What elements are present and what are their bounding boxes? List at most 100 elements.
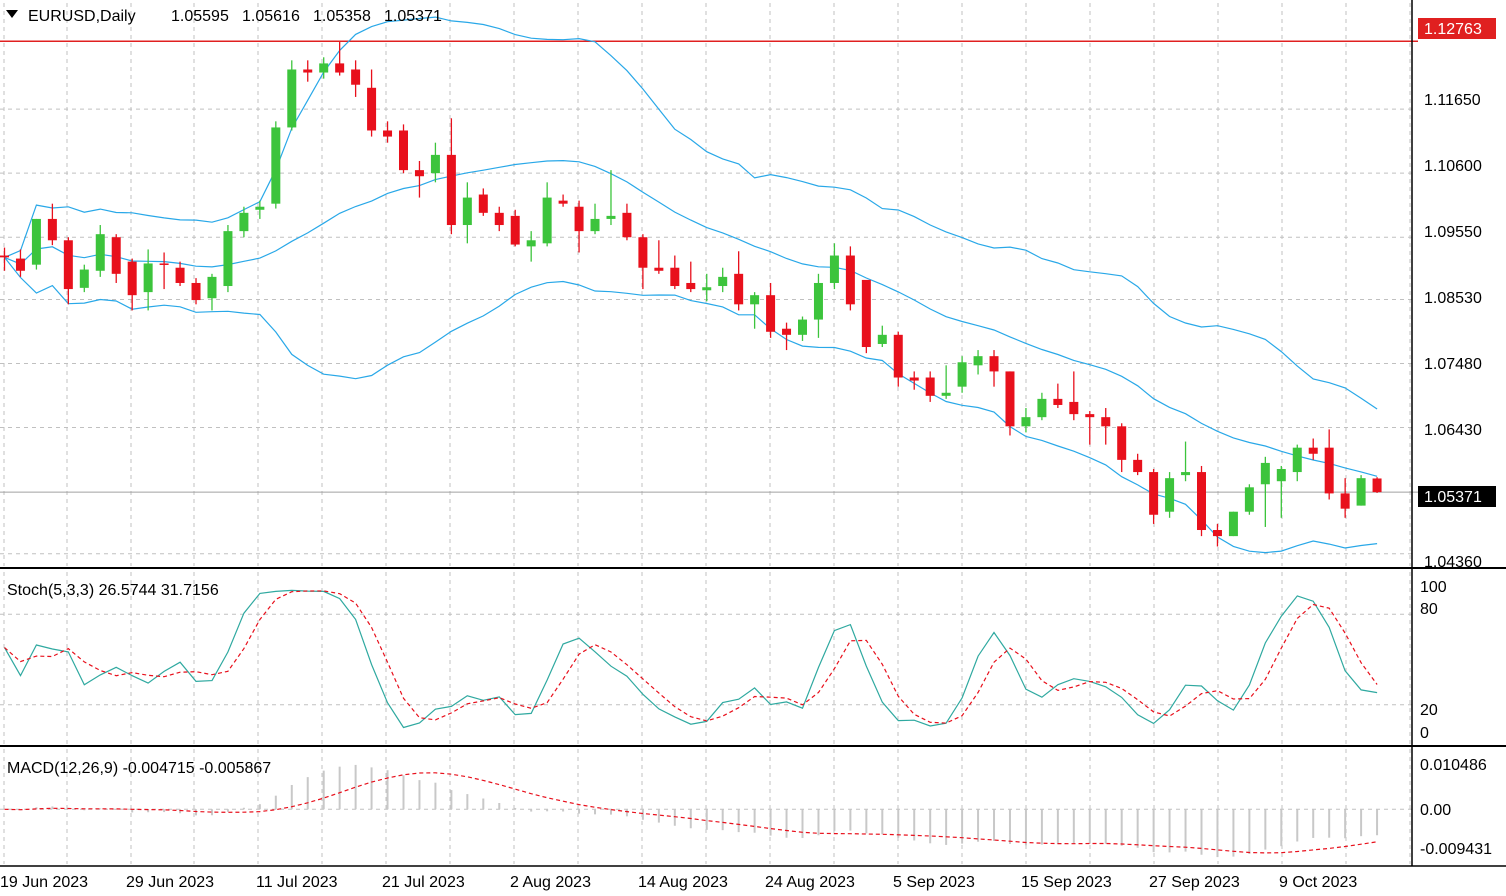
stoch-label: Stoch(5,3,3) 26.5744 31.7156 (7, 582, 219, 599)
candle (1165, 472, 1175, 518)
candle-body (1324, 447, 1334, 494)
macd-tick: 0.00 (1420, 802, 1451, 819)
date-tick: 14 Aug 2023 (638, 874, 728, 891)
candle-body (558, 200, 568, 204)
candle (191, 278, 201, 305)
collapse-triangle-icon[interactable] (6, 10, 18, 18)
candle-body (303, 69, 313, 73)
candle (399, 124, 408, 174)
candle-body (1340, 493, 1350, 509)
candle-body (31, 218, 41, 265)
candles[interactable] (0, 42, 1382, 547)
candle-body (1037, 398, 1047, 418)
stoch-tick: 100 (1420, 579, 1447, 596)
candle (845, 246, 855, 311)
candle (654, 240, 664, 274)
candle (351, 60, 361, 97)
candle-body (367, 87, 377, 131)
candle-body (718, 276, 728, 287)
candle-body (175, 267, 185, 283)
candle (1005, 371, 1015, 436)
stoch-tick: 80 (1420, 601, 1438, 618)
candle-body (191, 282, 201, 301)
price-tick: 1.11650 (1424, 92, 1481, 109)
candle-body (1197, 472, 1206, 531)
candle-body (973, 356, 983, 366)
candle-body (1133, 459, 1143, 473)
candle-body (1165, 478, 1175, 512)
candle-body (1276, 469, 1286, 482)
candle (782, 322, 792, 351)
candle (159, 252, 169, 290)
price-tick: 1.09550 (1424, 224, 1482, 241)
candle-body (0, 255, 9, 258)
candle-body (1244, 487, 1254, 512)
symbol-label: EURUSD,Daily (28, 8, 136, 25)
date-tick: 24 Aug 2023 (765, 874, 855, 891)
candle-body (1372, 478, 1382, 493)
candle (1212, 523, 1222, 547)
candle (383, 121, 393, 143)
candle (861, 279, 871, 354)
price-tick: 1.04360 (1424, 554, 1482, 571)
candle (446, 118, 456, 235)
candle (622, 203, 632, 241)
current-price-tag (1418, 486, 1496, 507)
candle (989, 350, 999, 387)
candle-body (925, 377, 935, 396)
date-tick: 5 Sep 2023 (893, 874, 975, 891)
price-tick: 1.10600 (1424, 158, 1482, 175)
candle (510, 209, 520, 247)
stoch-main-line (3, 589, 1378, 729)
candle (1085, 411, 1095, 445)
candle (0, 247, 9, 271)
date-tick: 21 Jul 2023 (382, 874, 465, 891)
bollinger-middle-line (4, 159, 1378, 477)
candle (1037, 392, 1047, 421)
date-tick: 11 Jul 2023 (256, 874, 338, 891)
candle-body (654, 267, 664, 271)
date-tick: 19 Jun 2023 (0, 874, 88, 891)
candle (478, 188, 488, 216)
stoch-tick: 0 (1420, 725, 1429, 742)
candle (462, 182, 472, 244)
price-tick: 1.07480 (1424, 356, 1482, 373)
candle-body (383, 130, 393, 137)
candle-body (79, 269, 89, 288)
candle (319, 57, 329, 79)
candle-body (223, 231, 233, 287)
candle (143, 249, 153, 311)
candle-body (686, 282, 696, 290)
candle-body (143, 263, 153, 293)
candle (829, 243, 839, 290)
candle-body (782, 328, 792, 335)
candle-body (798, 319, 807, 335)
candle (686, 261, 696, 293)
candle-body (1260, 462, 1270, 485)
candle-body (1053, 398, 1063, 405)
candle-body (1356, 478, 1366, 506)
candle (750, 292, 760, 329)
candle-body (590, 218, 600, 232)
candle-body (111, 237, 121, 274)
panel-frames (0, 0, 1506, 867)
candle (1276, 465, 1286, 518)
candle (1197, 465, 1206, 537)
candle (1133, 453, 1143, 476)
candle (893, 331, 903, 387)
candle (542, 182, 552, 247)
candle (287, 60, 297, 131)
candle-body (95, 234, 105, 271)
bollinger-bands (4, 16, 1378, 554)
candle-body (239, 212, 249, 232)
candle-body (15, 258, 25, 271)
candle-body (702, 287, 712, 291)
candle (718, 267, 728, 293)
candle (15, 249, 25, 277)
candle-body (861, 279, 871, 348)
candle-body (335, 63, 345, 73)
candle (638, 234, 648, 290)
candle (813, 273, 823, 338)
candle (1069, 371, 1079, 421)
